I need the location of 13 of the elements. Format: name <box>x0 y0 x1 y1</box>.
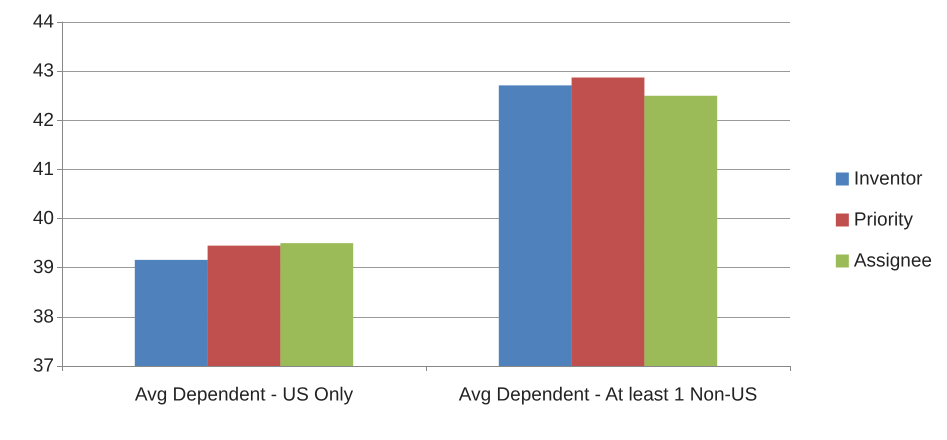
legend-label: Priority <box>854 210 914 230</box>
y-tick-label: 41 <box>32 158 54 180</box>
legend-label: Inventor <box>854 168 924 190</box>
x-tick-label: Avg Dependent - At least 1 Non-US <box>458 384 758 406</box>
y-tick-label: 37 <box>32 356 54 376</box>
y-tick-label: 43 <box>32 60 54 82</box>
x-tick-label: Avg Dependent - US Only <box>134 384 354 406</box>
y-tick-label: 44 <box>32 12 54 32</box>
y-tick-label: 42 <box>32 110 54 131</box>
y-tick-label: 40 <box>32 208 54 230</box>
legend-label: Assignee <box>854 250 932 272</box>
y-tick-label: 39 <box>32 257 54 278</box>
y-tick-label: 38 <box>32 306 54 328</box>
